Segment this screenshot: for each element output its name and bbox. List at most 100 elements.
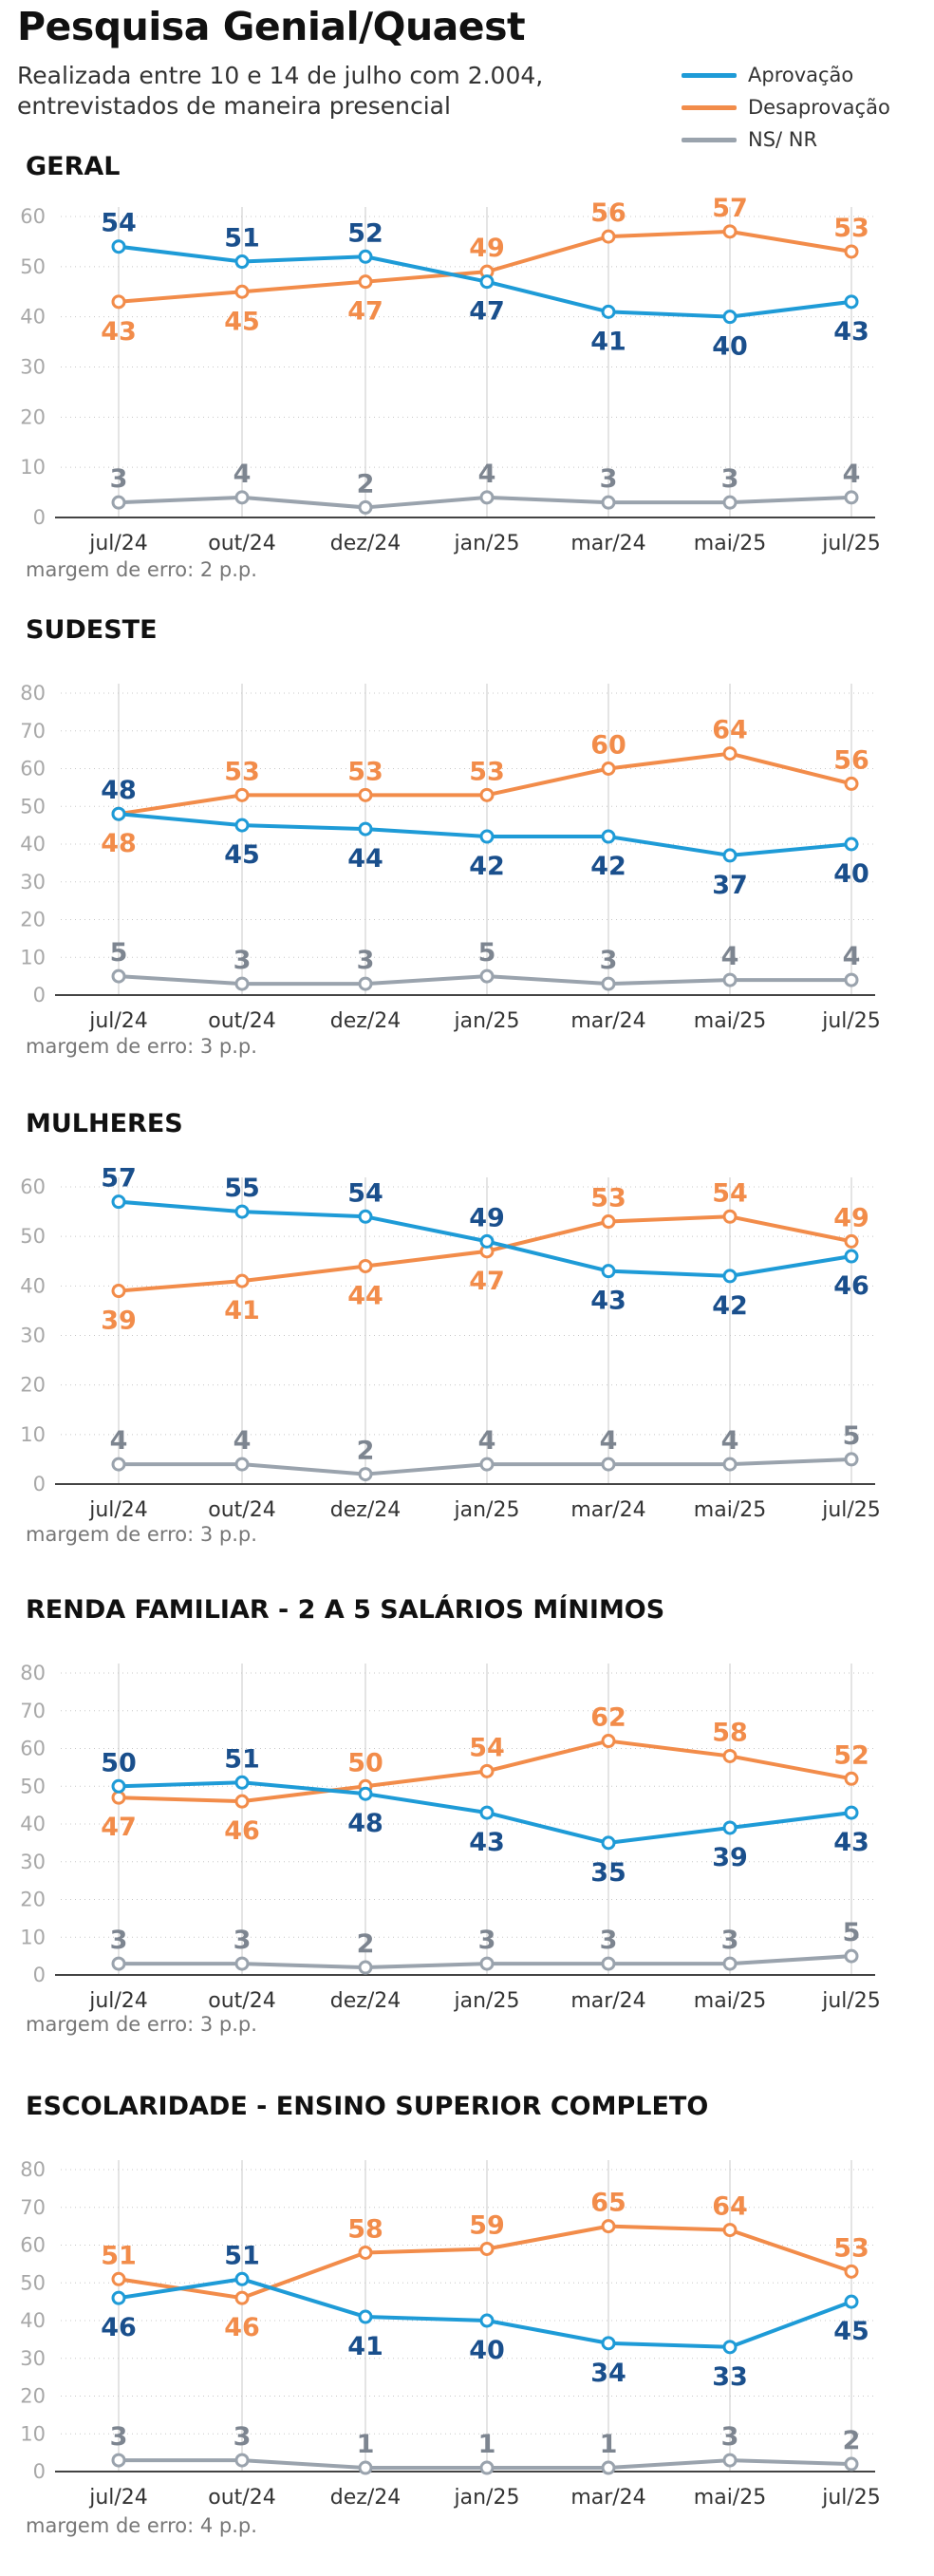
chart-title: SUDESTE — [26, 615, 158, 645]
data-point-desaprovacao — [844, 776, 859, 791]
x-tick-label: mai/25 — [694, 532, 766, 555]
y-tick-label: 20 — [20, 1889, 46, 1911]
data-point-nsnr — [358, 1467, 373, 1482]
data-point-nsnr — [722, 2453, 738, 2468]
x-tick-label: dez/24 — [330, 1989, 401, 2013]
x-tick-label: dez/24 — [330, 1009, 401, 1033]
data-label-aprovacao: 52 — [347, 218, 383, 248]
data-point-desaprovacao — [722, 746, 738, 762]
chart-title: MULHERES — [26, 1109, 183, 1138]
data-label-nsnr: 1 — [357, 2430, 375, 2459]
data-point-desaprovacao — [111, 1284, 126, 1299]
x-tick-label: out/24 — [208, 1009, 275, 1033]
data-point-aprovacao — [111, 1778, 126, 1794]
data-label-nsnr: 3 — [721, 464, 739, 494]
data-label-nsnr: 3 — [478, 1926, 496, 1955]
data-label-aprovacao: 54 — [101, 209, 137, 238]
data-label-nsnr: 4 — [843, 942, 861, 971]
data-point-desaprovacao — [844, 244, 859, 259]
data-point-aprovacao — [601, 2336, 616, 2351]
data-point-nsnr — [844, 1452, 859, 1467]
data-label-aprovacao: 41 — [347, 2332, 383, 2361]
chart-title: ESCOLARIDADE - ENSINO SUPERIOR COMPLETO — [26, 2092, 709, 2121]
y-tick-label: 0 — [33, 2460, 46, 2483]
margin-note: margem de erro: 3 p.p. — [26, 1035, 257, 1058]
x-tick-label: out/24 — [208, 1989, 275, 2013]
data-label-aprovacao: 41 — [590, 327, 626, 356]
data-label-aprovacao: 33 — [712, 2362, 748, 2392]
y-tick-label: 60 — [20, 758, 46, 780]
x-tick-label: mar/24 — [570, 532, 645, 555]
y-tick-label: 50 — [20, 1775, 46, 1797]
data-point-aprovacao — [844, 2294, 859, 2309]
y-tick-label: 80 — [20, 2158, 46, 2181]
data-point-nsnr — [479, 1956, 495, 1971]
data-label-desaprovacao: 58 — [347, 2214, 383, 2244]
data-point-nsnr — [601, 495, 616, 510]
y-tick-label: 40 — [20, 1274, 46, 1297]
legend-swatch-nsnr — [682, 137, 737, 142]
data-point-desaprovacao — [844, 1233, 859, 1249]
x-tick-label: jan/25 — [454, 1498, 520, 1522]
x-tick-label: mar/24 — [570, 1989, 645, 2013]
data-point-aprovacao — [601, 1264, 616, 1279]
legend-label-desaprovacao: Desaprovação — [748, 96, 890, 119]
x-tick-label: out/24 — [208, 1498, 275, 1522]
y-tick-label: 30 — [20, 1851, 46, 1873]
header: Pesquisa Genial/Quaest Realizada entre 1… — [0, 0, 934, 152]
data-label-desaprovacao: 51 — [101, 2241, 137, 2270]
data-point-aprovacao — [601, 1835, 616, 1851]
data-label-nsnr: 5 — [478, 938, 496, 968]
data-label-desaprovacao: 52 — [833, 1740, 869, 1770]
data-point-desaprovacao — [234, 787, 250, 802]
data-label-nsnr: 3 — [110, 2422, 128, 2452]
data-point-desaprovacao — [358, 1258, 373, 1273]
data-label-desaprovacao: 49 — [469, 234, 505, 263]
data-point-desaprovacao — [234, 2290, 250, 2305]
data-point-desaprovacao — [601, 1734, 616, 1749]
data-label-nsnr: 3 — [234, 2422, 252, 2452]
data-label-desaprovacao: 53 — [590, 1184, 626, 1213]
data-point-nsnr — [722, 1956, 738, 1971]
data-point-nsnr — [234, 1956, 250, 1971]
x-tick-label: jan/25 — [454, 1989, 520, 2013]
y-tick-label: 70 — [20, 1700, 46, 1722]
data-point-nsnr — [111, 1956, 126, 1971]
data-label-aprovacao: 40 — [469, 2336, 505, 2365]
legend-swatch-desaprovacao — [682, 104, 737, 110]
legend-label-aprovacao: Aprovação — [748, 64, 854, 86]
data-label-nsnr: 3 — [234, 1926, 252, 1955]
data-label-desaprovacao: 56 — [590, 198, 626, 228]
data-point-nsnr — [844, 1948, 859, 1964]
data-label-nsnr: 5 — [843, 1421, 861, 1451]
data-point-desaprovacao — [479, 2241, 495, 2256]
data-label-nsnr: 4 — [478, 1426, 496, 1456]
chart-sudeste: 0 10 20 30 40 50 60 70 80 jul/24 out/24 dez/24 jan/2… — [20, 682, 881, 1033]
data-point-nsnr — [844, 490, 859, 505]
data-label-nsnr: 5 — [843, 1918, 861, 1947]
data-point-desaprovacao — [601, 2219, 616, 2234]
x-tick-label: jul/25 — [821, 1498, 881, 1522]
y-tick-label: 60 — [20, 1738, 46, 1760]
x-tick-label: mar/24 — [570, 1009, 645, 1033]
data-label-desaprovacao: 56 — [833, 745, 869, 775]
data-point-nsnr — [844, 972, 859, 987]
data-label-aprovacao: 44 — [347, 844, 383, 874]
x-tick-label: jul/25 — [821, 1989, 881, 2013]
data-point-aprovacao — [722, 1820, 738, 1835]
chart-renda: 0 10 20 30 40 50 60 70 80 jul/24 out/24 dez/24 jan/2… — [20, 1662, 881, 2013]
y-tick-label: 40 — [20, 306, 46, 329]
x-tick-label: jul/24 — [88, 532, 148, 555]
y-tick-label: 10 — [20, 1423, 46, 1446]
chart-title: RENDA FAMILIAR - 2 A 5 SALÁRIOS MÍNIMOS — [26, 1595, 665, 1625]
data-label-aprovacao: 50 — [101, 1748, 137, 1777]
legend-swatch-aprovacao — [682, 72, 737, 78]
data-point-aprovacao — [479, 2313, 495, 2328]
y-tick-label: 0 — [33, 1473, 46, 1495]
margin-note: margem de erro: 3 p.p. — [26, 1523, 257, 1546]
data-label-desaprovacao: 46 — [224, 2313, 260, 2342]
data-label-desaprovacao: 47 — [101, 1813, 137, 1842]
x-tick-label: mar/24 — [570, 1498, 645, 1522]
data-point-nsnr — [601, 1457, 616, 1472]
data-label-desaprovacao: 54 — [712, 1178, 748, 1208]
